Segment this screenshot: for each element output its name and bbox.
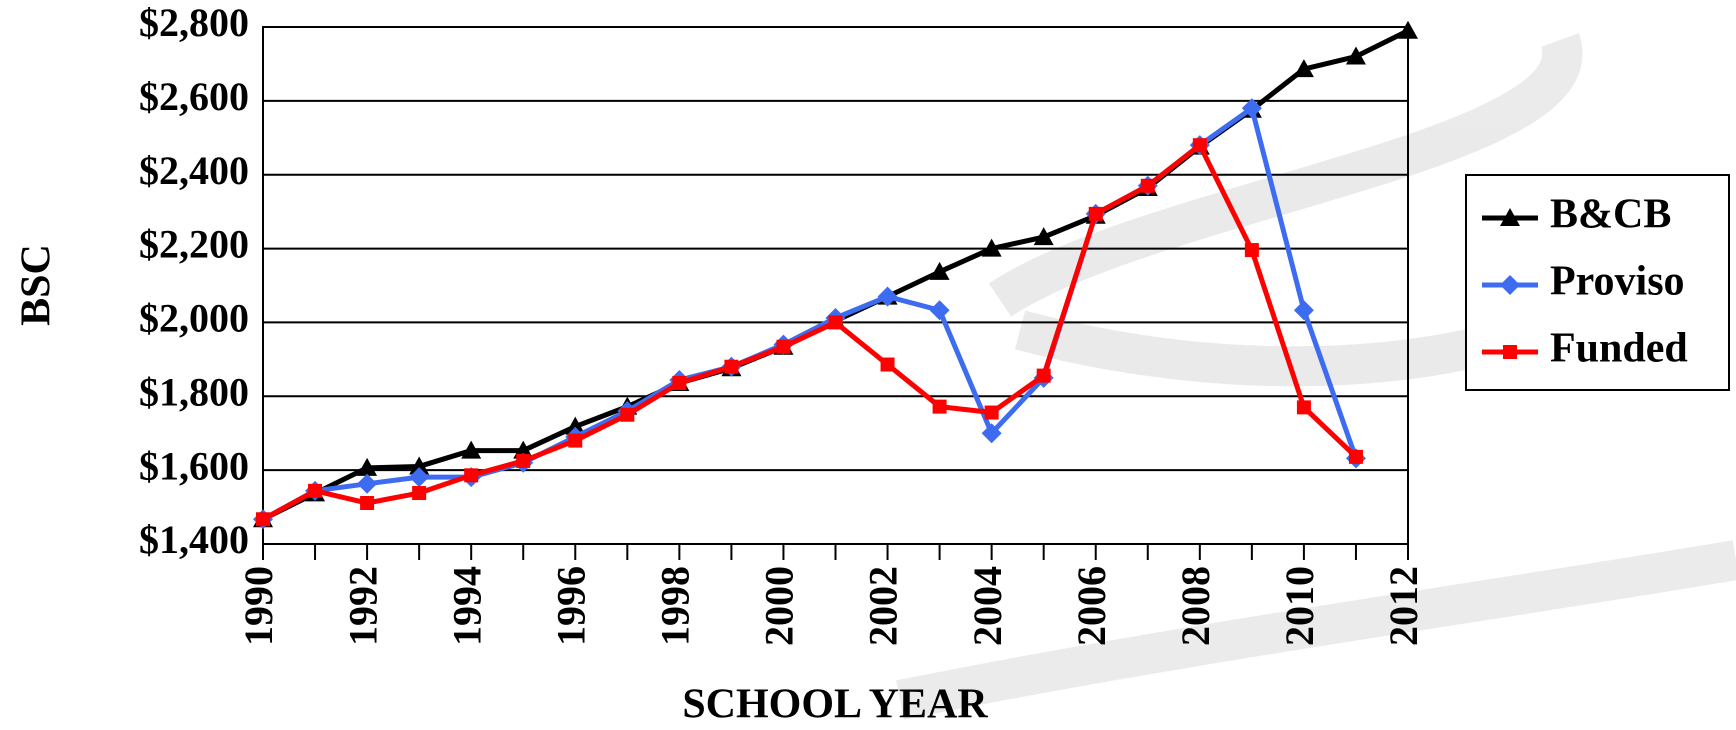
- data-point: [1033, 227, 1054, 246]
- data-point: [1293, 59, 1314, 78]
- legend-marker: [1503, 345, 1517, 359]
- data-point: [357, 457, 378, 476]
- data-point: [409, 456, 430, 475]
- data-point: [981, 423, 1002, 444]
- data-point: [724, 359, 739, 374]
- data-point: [565, 416, 586, 435]
- data-point: [620, 407, 635, 422]
- x-tick-label: 2004: [965, 566, 1010, 646]
- data-point: [464, 468, 479, 483]
- legend-marker: [1500, 275, 1520, 295]
- y-axis-label: BSC: [14, 244, 60, 326]
- data-point: [256, 512, 270, 527]
- data-point: [409, 467, 430, 488]
- data-point: [308, 483, 323, 498]
- x-tick-label: 2000: [757, 566, 802, 646]
- y-tick-label: $2,400: [139, 148, 249, 193]
- x-tick-label: 2002: [861, 566, 906, 646]
- data-point: [568, 433, 583, 448]
- x-tick-label: 1990: [236, 566, 281, 646]
- y-tick-label: $2,800: [139, 0, 249, 45]
- series-line: [261, 105, 1359, 522]
- y-tick-label: $1,400: [139, 517, 249, 562]
- data-point: [1345, 46, 1366, 65]
- legend-marker: [1500, 208, 1520, 226]
- legend-label: Proviso: [1550, 259, 1685, 305]
- legend-label: B&CB: [1550, 192, 1671, 238]
- data-point: [929, 261, 950, 280]
- x-tick-label: 2012: [1381, 566, 1426, 646]
- data-point: [1296, 400, 1311, 415]
- x-tick-label: 2010: [1277, 566, 1322, 646]
- data-point: [357, 473, 378, 494]
- data-point: [1244, 243, 1259, 258]
- y-tick-label: $2,000: [139, 296, 249, 341]
- data-point: [516, 453, 531, 468]
- plot-frame: [262, 26, 1409, 545]
- data-point: [412, 486, 427, 501]
- data-point: [1241, 98, 1262, 119]
- data-point: [1192, 138, 1207, 153]
- data-point: [360, 496, 375, 511]
- y-tick-label: $2,600: [139, 74, 249, 119]
- data-point: [984, 405, 999, 420]
- data-point: [1348, 449, 1363, 464]
- data-point: [929, 300, 950, 321]
- data-point: [461, 440, 482, 459]
- y-tick-label: $1,800: [139, 369, 249, 414]
- data-point: [1398, 20, 1418, 39]
- series-line: [261, 28, 1410, 522]
- legend-label: Funded: [1550, 326, 1688, 372]
- data-point: [932, 399, 947, 414]
- data-point: [828, 315, 843, 330]
- data-point: [1140, 178, 1155, 193]
- x-tick-label: 1994: [444, 566, 489, 646]
- x-axis-label: SCHOOL YEAR: [682, 682, 988, 728]
- y-tick-label: $2,200: [139, 222, 249, 267]
- data-point: [877, 286, 898, 307]
- x-tick-label: 1992: [340, 566, 385, 646]
- data-point: [1088, 206, 1103, 221]
- data-point: [880, 357, 895, 372]
- data-point: [672, 375, 687, 390]
- y-tick-label: $1,600: [139, 443, 249, 488]
- data-point: [1036, 368, 1051, 383]
- x-tick-label: 2006: [1069, 566, 1114, 646]
- data-point: [981, 238, 1002, 257]
- x-tick-label: 1998: [653, 566, 698, 646]
- x-tick-label: 1996: [548, 566, 593, 646]
- data-point: [776, 339, 791, 354]
- series-line: [261, 142, 1358, 522]
- data-point: [1293, 300, 1314, 321]
- x-tick-label: 2008: [1173, 566, 1218, 646]
